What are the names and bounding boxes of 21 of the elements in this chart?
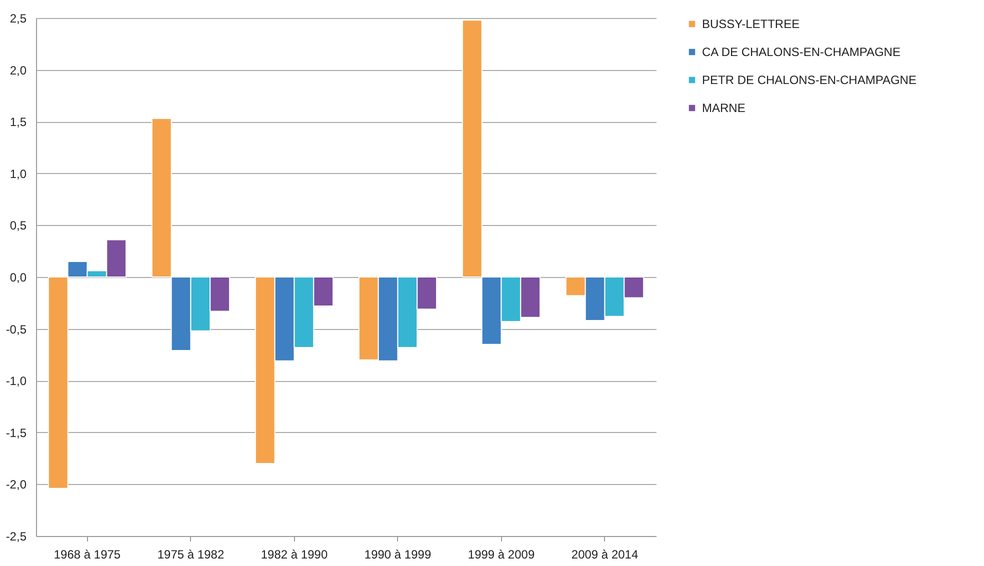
y-tick-label: 1,0 [10, 166, 27, 181]
x-tick-label: 2009 à 2014 [571, 548, 638, 562]
y-tick-label: -1,5 [6, 426, 27, 440]
x-tick-label: 1975 à 1982 [157, 548, 224, 562]
legend-label: PETR DE CHALONS-EN-CHAMPAGNE [702, 73, 916, 87]
y-tick-label: -0,5 [6, 322, 27, 336]
y-tick-label: 2,0 [10, 63, 27, 78]
legend-label: MARNE [702, 101, 746, 115]
legend-label: BUSSY-LETTREE [702, 17, 800, 31]
y-tick-label: 2,5 [10, 12, 27, 26]
y-tick-label: -2,0 [6, 478, 27, 492]
y-tick-label: -1,0 [6, 374, 27, 388]
y-tick-label: 0,0 [10, 270, 27, 284]
x-tick-label: 1982 à 1990 [260, 548, 328, 562]
x-tick-label: 1968 à 1975 [54, 548, 121, 562]
x-tick-label: 1990 à 1999 [364, 548, 432, 562]
y-tick-label: 1,5 [10, 115, 27, 130]
x-tick-label: 1999 à 2009 [468, 548, 535, 562]
legend-label: CA DE CHALONS-EN-CHAMPAGNE [702, 45, 900, 59]
y-tick-label: 0,5 [10, 218, 27, 233]
y-tick-label: -2,5 [6, 530, 27, 544]
